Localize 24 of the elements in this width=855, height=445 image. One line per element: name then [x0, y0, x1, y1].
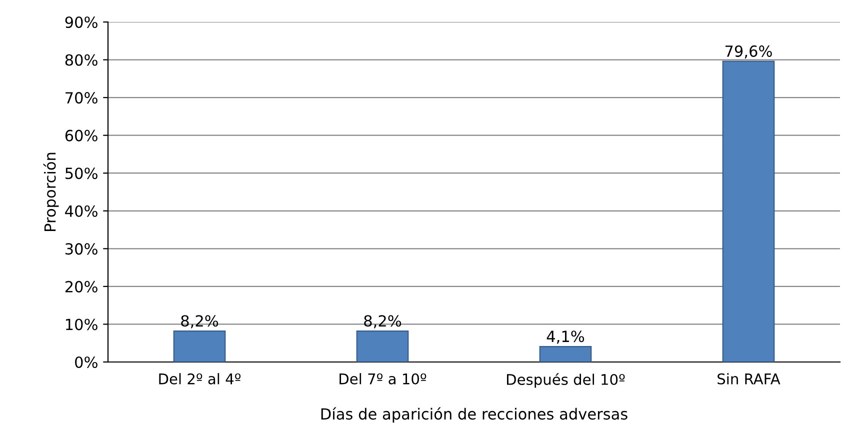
y-tick-label: 50% [66, 168, 98, 180]
x-tick-label: Del 7º a 10º [340, 373, 426, 384]
y-tick-label: 70% [66, 92, 98, 104]
y-axis-title: Proporción [43, 152, 59, 231]
data-label: 79,6% [725, 45, 772, 58]
data-label: 4,1% [546, 330, 584, 344]
y-tick-label: 90% [65, 16, 98, 28]
bar [722, 60, 775, 362]
y-tick-label: 60% [65, 130, 98, 142]
bar [173, 330, 226, 362]
x-tick-label: Del 2º al 4º [159, 373, 241, 384]
y-tick-label: 0% [75, 356, 98, 368]
y-tick-label: 40% [65, 205, 98, 217]
y-tick-label: 30% [65, 243, 98, 255]
x-tick-label: Después del 10º [507, 373, 625, 388]
bar [539, 346, 592, 362]
x-axis-title: Días de aparición de recciones adversas [321, 407, 628, 423]
y-tick-label: 20% [65, 280, 98, 292]
bar [356, 330, 409, 362]
data-label: 8,2% [364, 315, 402, 328]
y-tick-label: 10% [66, 318, 98, 330]
x-tick-label: Sin RAFA [718, 373, 780, 384]
y-tick-label: 80% [65, 54, 98, 66]
data-label: 8,2% [181, 315, 218, 328]
